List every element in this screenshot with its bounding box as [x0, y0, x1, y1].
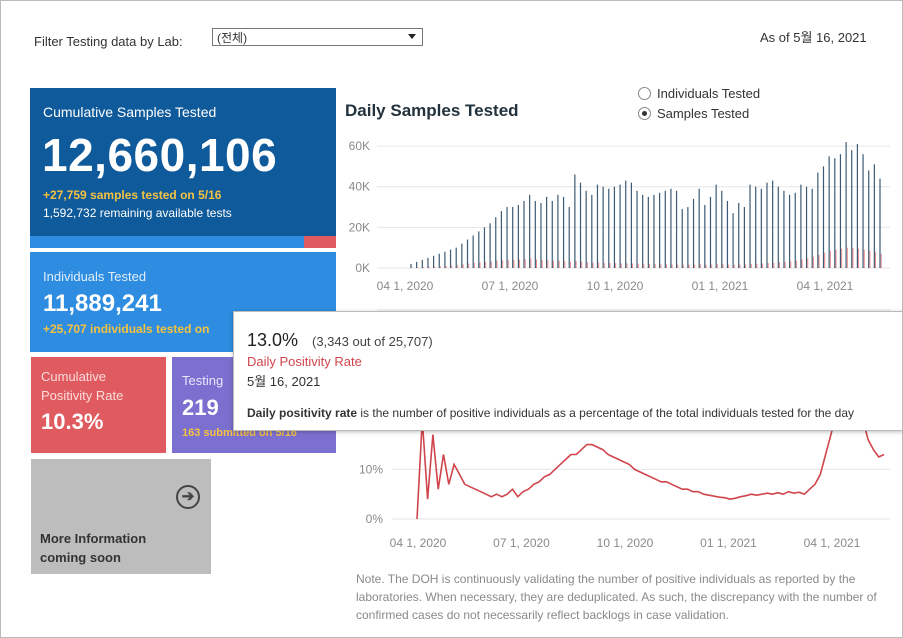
x-tick-label: 04 1, 2020 [377, 279, 434, 293]
more-info-card[interactable]: ➔ More Information coming soon [31, 459, 211, 574]
tooltip-desc-rest: is the number of positive individuals as… [357, 406, 855, 420]
radio-button[interactable] [638, 87, 651, 100]
card-delta: +27,759 samples tested on 5/16 [43, 188, 222, 202]
card-title-line1: Cumulative [41, 369, 107, 384]
cumulative-samples-card[interactable]: Cumulative Samples Tested 12,660,106 +27… [30, 88, 336, 248]
tooltip-rate: 13.0% [247, 330, 299, 350]
radio-label: Samples Tested [657, 106, 750, 121]
chart-title: Daily Samples Tested [345, 101, 519, 120]
footnote: Note. The DOH is continuously validating… [356, 572, 877, 622]
lab-filter-value: (전체) [217, 31, 248, 45]
radio-samples-tested[interactable]: Samples Tested [638, 106, 749, 121]
y-tick-label: 60K [349, 139, 370, 153]
positivity-rate-card[interactable]: Cumulative Positivity Rate 10.3% [31, 357, 166, 453]
x-tick-label: 07 1, 2020 [493, 536, 550, 550]
card-value: 10.3% [41, 409, 104, 434]
x-tick-label: 04 1, 2021 [797, 279, 854, 293]
x-tick-label: 04 1, 2021 [804, 536, 861, 550]
card-value: 219 [182, 395, 219, 420]
x-tick-label: 10 1, 2020 [597, 536, 654, 550]
tooltip-detail: (3,343 out of 25,707) [312, 334, 433, 349]
tooltip-desc-bold: Daily positivity rate [247, 406, 358, 420]
card-value: 11,889,241 [43, 290, 162, 317]
more-info-text: More Information coming soon [40, 529, 146, 567]
chart-tooltip: 13.0% (3,343 out of 25,707) Daily Positi… [233, 311, 903, 431]
card-title: Cumulative Positivity Rate [41, 367, 123, 405]
positivity-line [416, 383, 885, 520]
x-tick-label: 01 1, 2021 [692, 279, 749, 293]
tooltip-description: Daily positivity rate is the number of p… [247, 406, 854, 420]
more-info-line2: coming soon [40, 550, 121, 565]
radio-individuals-tested[interactable]: Individuals Tested [638, 86, 760, 101]
arrow-circle-right-icon[interactable]: ➔ [176, 485, 200, 509]
card-title: Cumulative Samples Tested [43, 104, 217, 120]
lab-filter-select[interactable]: (전체) [212, 28, 423, 46]
y-tick-label: 10% [359, 462, 383, 476]
radio-button[interactable] [638, 107, 651, 120]
filter-label: Filter Testing data by Lab: [34, 34, 183, 49]
more-info-line1: More Information [40, 531, 147, 546]
as-of-date: As of 5월 16, 2021 [760, 30, 867, 45]
card-value: 12,660,106 [42, 129, 278, 181]
y-tick-label: 20K [349, 220, 370, 234]
y-tick-label: 0% [366, 512, 384, 526]
remaining-tests-bar [304, 236, 336, 248]
card-remaining: 1,592,732 remaining available tests [43, 206, 232, 220]
tooltip-date: 5월 16, 2021 [247, 374, 321, 389]
tooltip-measure: Daily Positivity Rate [247, 354, 362, 369]
card-delta: +25,707 individuals tested on [43, 322, 210, 336]
card-title: Testing [182, 373, 224, 388]
x-tick-label: 07 1, 2020 [482, 279, 539, 293]
x-tick-label: 04 1, 2020 [390, 536, 447, 550]
used-tests-bar [30, 236, 304, 248]
chevron-down-icon [408, 34, 416, 39]
card-title-line2: Positivity Rate [41, 388, 124, 403]
x-tick-label: 10 1, 2020 [587, 279, 644, 293]
y-tick-label: 40K [349, 180, 370, 194]
x-tick-label: 01 1, 2021 [700, 536, 757, 550]
card-title: Individuals Tested [43, 269, 147, 284]
y-tick-label: 0K [355, 261, 370, 275]
radio-label: Individuals Tested [657, 86, 761, 101]
